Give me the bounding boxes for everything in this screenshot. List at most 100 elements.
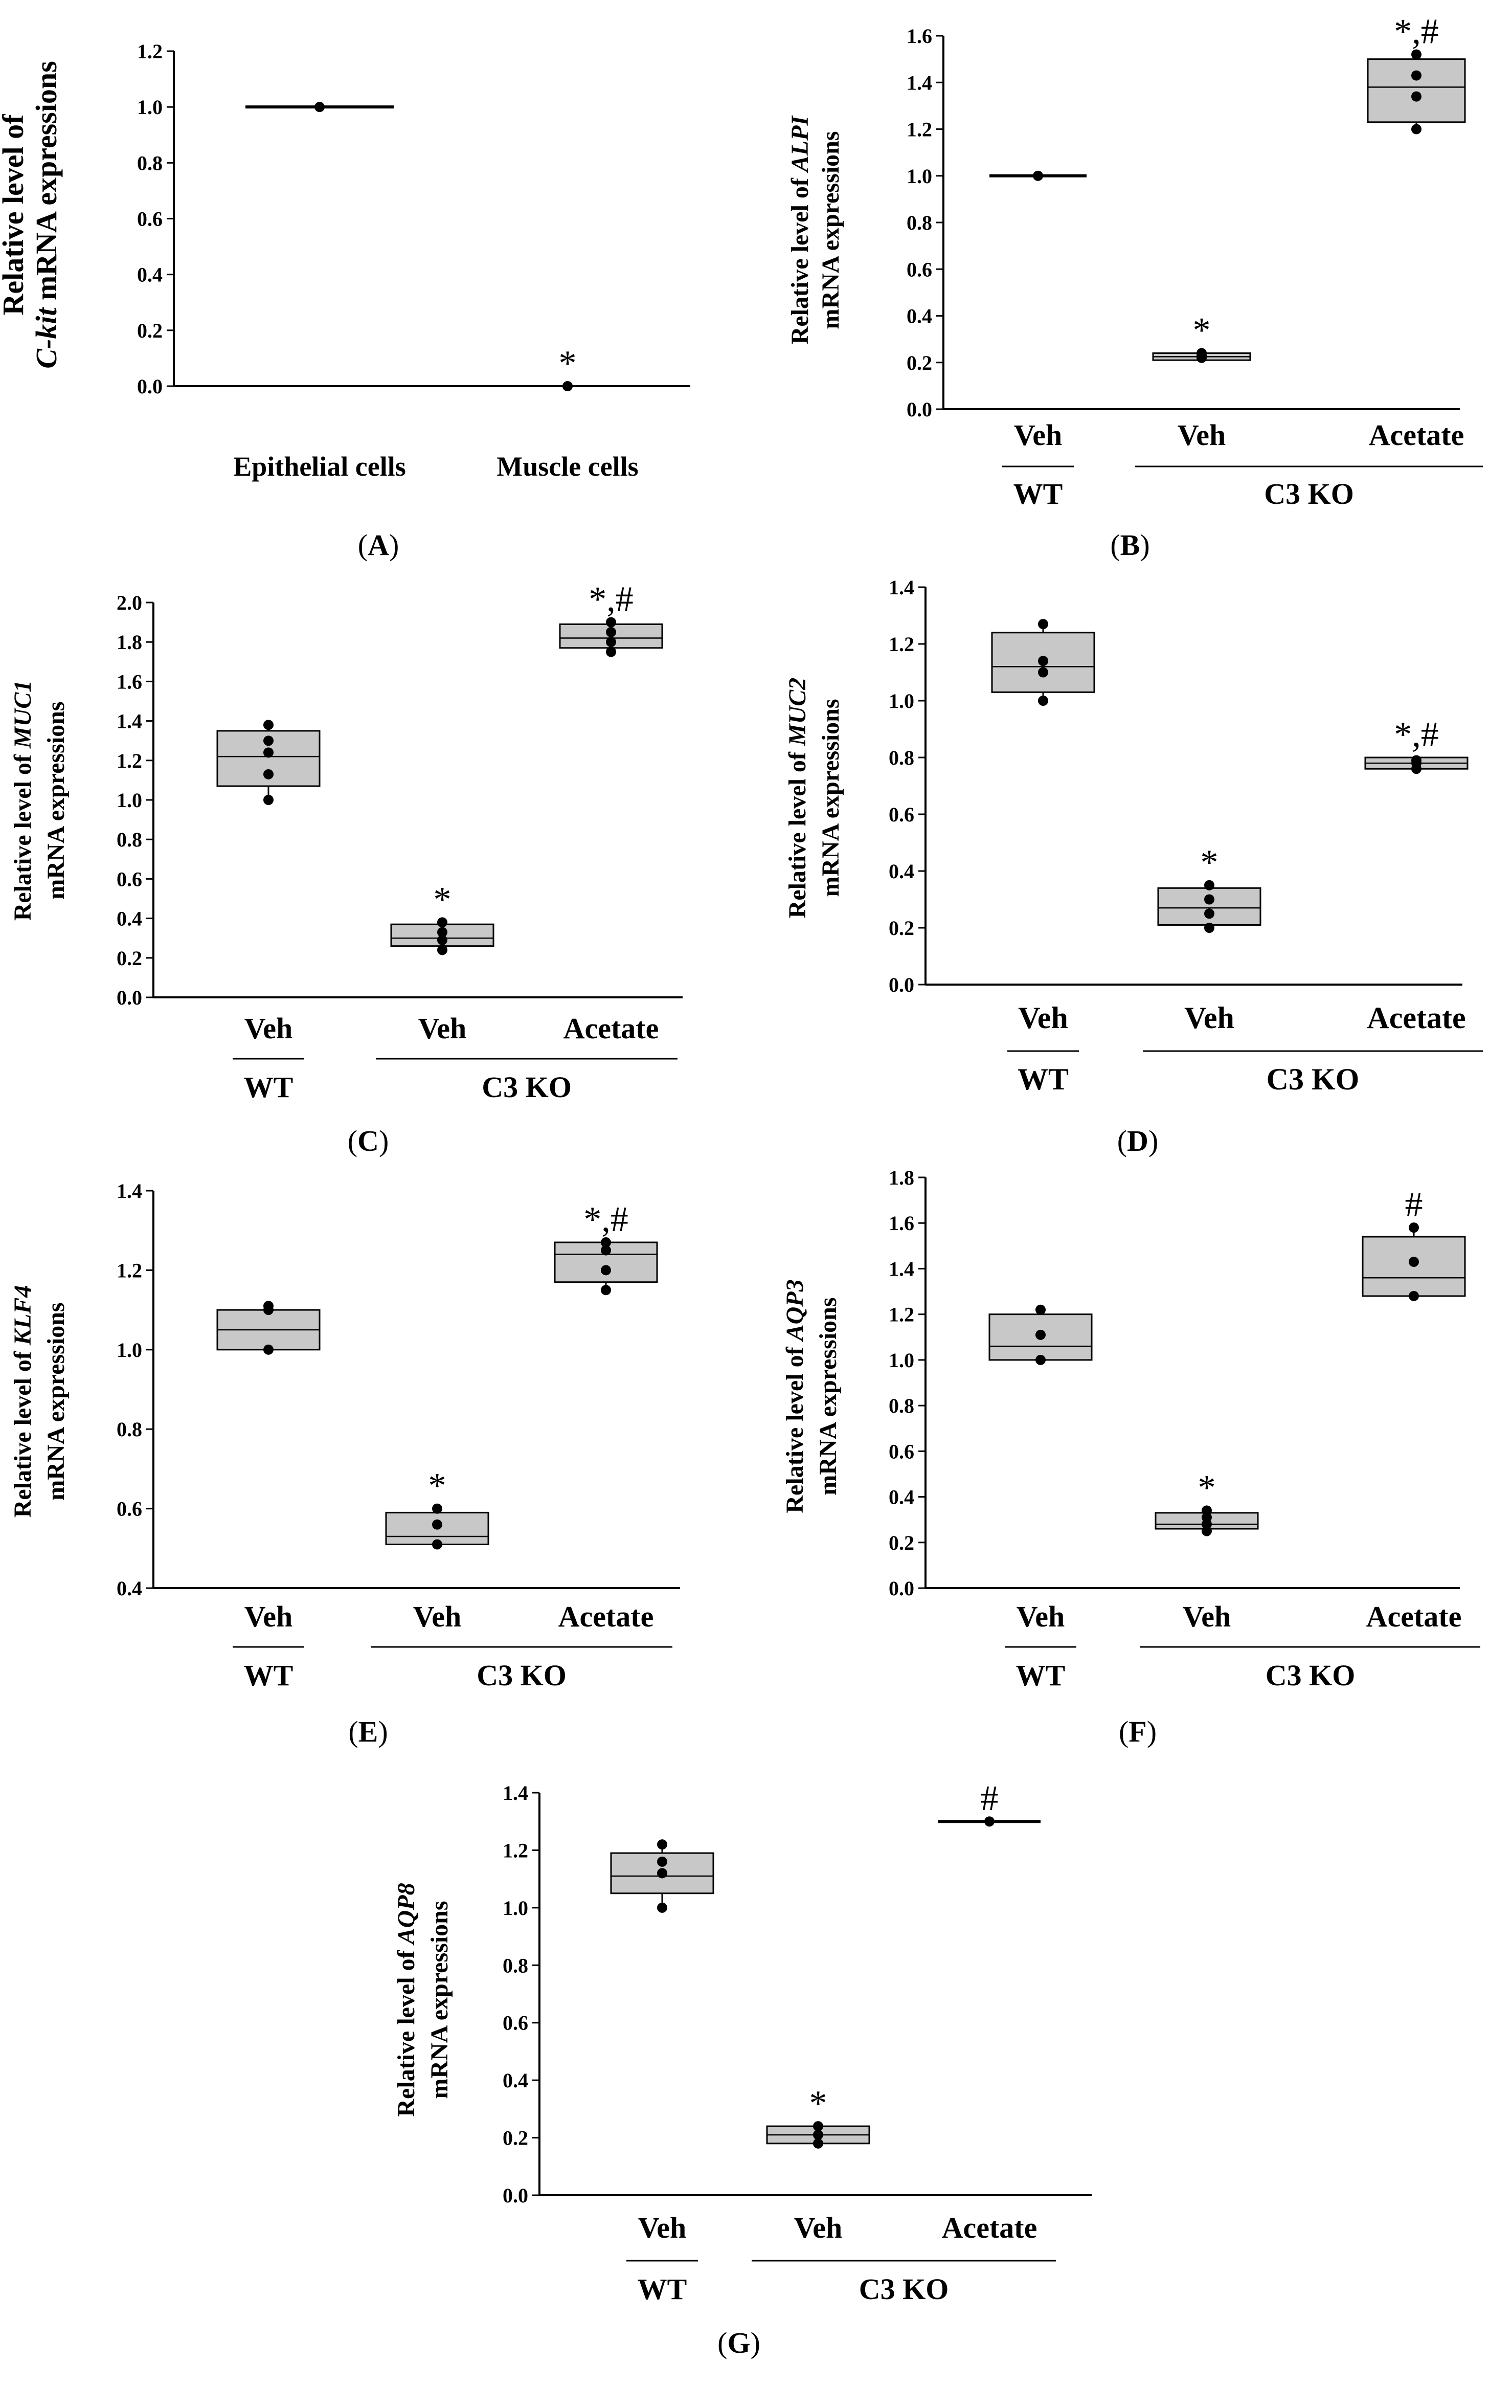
data-point (562, 381, 573, 391)
group-0: Epithelial cells (233, 102, 406, 482)
y-tick-label: 1.4 (503, 1781, 528, 1804)
significance-marker: *,# (589, 580, 634, 619)
y-axis-label-gene: KLF4 (9, 1285, 36, 1346)
y-tick-label: 1.0 (117, 789, 142, 812)
y-tick-label: 1.6 (117, 670, 142, 693)
significance-marker: * (428, 1466, 446, 1506)
y-axis-label-text: Relative level of (784, 751, 811, 918)
x-category-label: Acetate (563, 1012, 659, 1045)
y-axis-label: mRNA expressions (815, 1297, 842, 1495)
y-axis-label-text: Relative level of (393, 1950, 420, 2116)
significance-marker: * (434, 880, 452, 919)
data-point (1038, 656, 1048, 666)
group-2: *,# Acetate (1367, 12, 1466, 452)
y-tick-label: 0.4 (117, 907, 142, 930)
panel-letter: G (727, 2326, 750, 2359)
data-point (314, 102, 325, 113)
y-tick-label: 0.6 (889, 803, 914, 826)
y-axis-label-gene: AQP3 (781, 1279, 808, 1342)
y-tick-label: 1.4 (889, 576, 914, 599)
y-axis-label-gene: MUC2 (784, 678, 811, 746)
significance-marker: # (981, 1779, 999, 1818)
y-axis-label-text: Relative level of (0, 114, 30, 316)
group-1: * Veh (1155, 1468, 1259, 1633)
y-tick-label: 1.4 (889, 1257, 914, 1280)
data-point (813, 2138, 823, 2149)
group-label: WT (1013, 477, 1063, 510)
data-point (263, 747, 274, 758)
y-tick-label: 1.0 (889, 1349, 914, 1372)
y-tick-label: 0.8 (889, 746, 914, 769)
chart-panel-d: 0.0 0.2 0.4 0.6 0.8 1.0 1.2 1.4 Relative level o… (784, 576, 1483, 1157)
y-tick-label: 0.6 (117, 1498, 142, 1521)
significance-marker: * (559, 344, 577, 383)
data-point (606, 627, 616, 637)
y-axis-label-text: mRNA expressions (30, 61, 63, 300)
data-point (1411, 70, 1421, 81)
significance-marker: *,# (1394, 12, 1439, 52)
significance-marker: * (809, 2084, 827, 2123)
y-tick-label: 0.0 (137, 375, 163, 398)
x-category-label: Muscle cells (497, 451, 638, 482)
data-point (1409, 1222, 1419, 1233)
x-category-label: Acetate (558, 1600, 654, 1633)
x-category-label: Veh (1184, 1001, 1234, 1035)
box-iqr (554, 1241, 658, 1283)
y-tick-label: 0.2 (889, 917, 914, 940)
y-tick-label: 0.6 (503, 2012, 528, 2035)
y-tick-label: 0.0 (889, 973, 914, 996)
data-point (263, 720, 274, 730)
data-point (263, 735, 274, 746)
y-tick-label: 0.6 (889, 1440, 914, 1463)
y-axis-label: Relative level of MUC2 (784, 678, 811, 919)
data-point (1411, 124, 1421, 135)
y-axis-label: Relative level of ALPI (786, 115, 814, 344)
y-tick-label: 1.2 (907, 118, 932, 141)
group-label: C3 KO (477, 1659, 567, 1692)
significance-marker: * (1193, 311, 1211, 350)
group-0: Veh (989, 170, 1087, 452)
chart-panel-f: 0.0 0.2 0.4 0.6 0.8 1.0 1.2 1.4 1.6 1.8 Relative l… (781, 1166, 1480, 1748)
x-category-label: Veh (1178, 418, 1226, 452)
y-tick-label: 0.4 (117, 1577, 142, 1600)
group-1: * Veh (390, 880, 494, 1045)
y-tick-label: 1.0 (503, 1897, 528, 1920)
panel-label: (F) (1119, 1715, 1157, 1748)
y-axis-label: mRNA expressions (817, 131, 844, 329)
y-axis-label: Relative level of AQP8 (393, 1883, 420, 2116)
y-axis-label: Relative level of AQP3 (781, 1279, 808, 1513)
significance-marker: * (1201, 843, 1218, 882)
y-tick-label: 1.8 (117, 631, 142, 654)
data-point (1197, 348, 1207, 359)
significance-marker: * (1198, 1468, 1216, 1507)
x-category-label: Veh (244, 1012, 293, 1045)
data-point (657, 1902, 667, 1913)
data-point (601, 1285, 611, 1296)
data-point (1409, 1257, 1419, 1267)
y-tick-label: 1.4 (117, 1179, 142, 1202)
data-point (657, 1839, 667, 1850)
x-category-label: Veh (1014, 418, 1063, 452)
significance-marker: # (1405, 1185, 1423, 1224)
y-tick-label: 1.2 (889, 633, 914, 656)
y-tick-label: 0.2 (907, 351, 932, 374)
x-category-label: Acetate (1367, 1001, 1465, 1035)
group-label: WT (1016, 1659, 1066, 1692)
x-category-label: Veh (638, 2211, 687, 2244)
group-label: WT (1018, 1062, 1069, 1096)
y-tick-label: 0.8 (117, 828, 142, 851)
panel-label: (G) (717, 2326, 760, 2359)
box-iqr (1367, 58, 1466, 123)
y-tick-label: 1.4 (117, 710, 142, 733)
y-tick-label: 0.2 (137, 319, 163, 342)
y-axis-label-text: Relative level of (781, 1346, 808, 1513)
group-label: WT (244, 1071, 294, 1104)
y-axis-label-text: mRNA expressions (42, 1302, 70, 1500)
data-point (437, 935, 447, 946)
data-point (1033, 170, 1043, 181)
group-1: * Veh (1152, 311, 1251, 452)
group-label: WT (638, 2272, 687, 2306)
y-tick-label: 0.8 (503, 1954, 528, 1977)
panel-letter: B (1120, 528, 1140, 562)
group-label: C3 KO (482, 1071, 572, 1104)
